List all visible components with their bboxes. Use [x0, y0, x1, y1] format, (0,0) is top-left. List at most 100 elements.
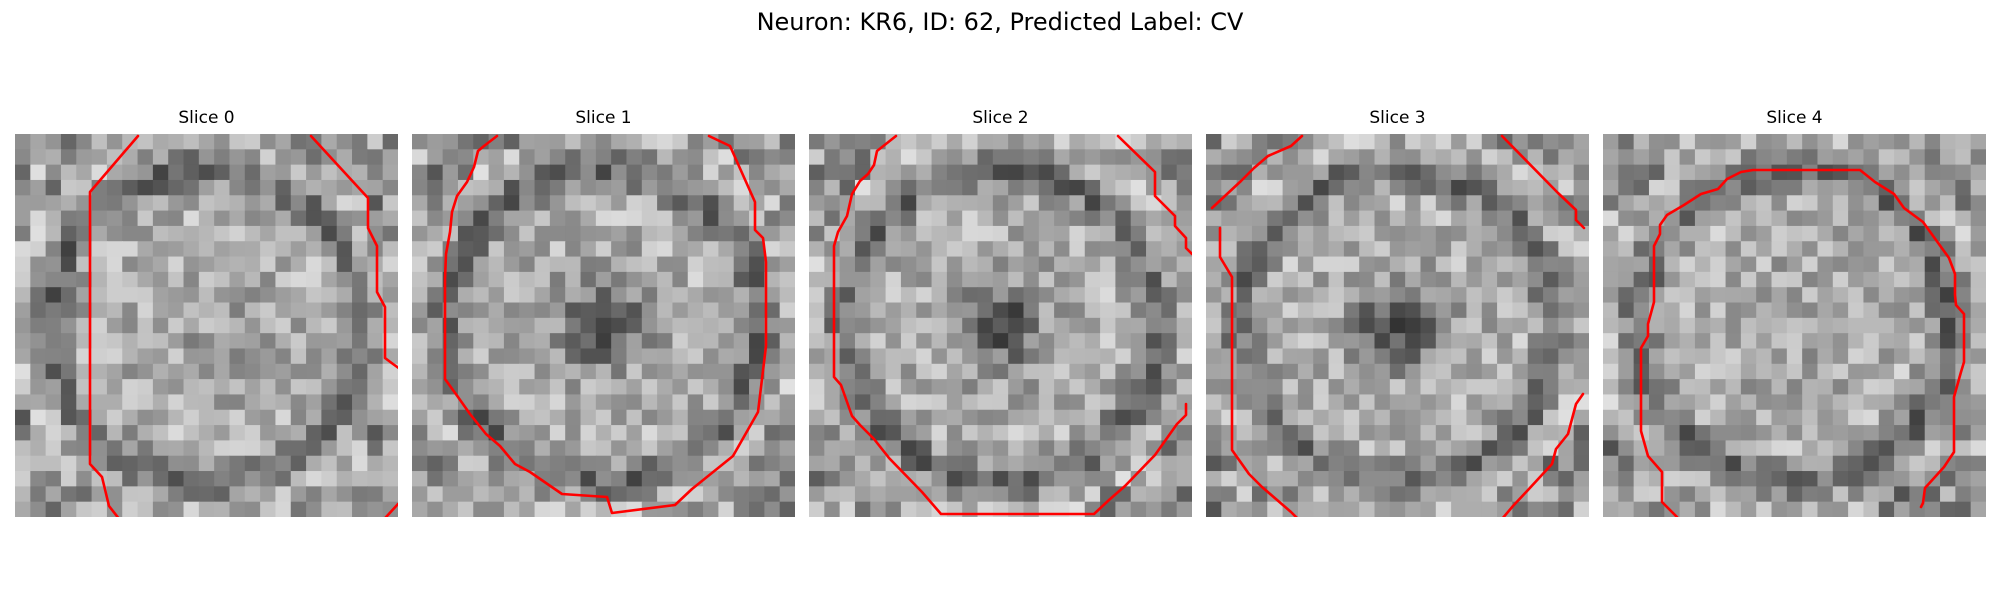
image-pixel	[76, 394, 93, 411]
image-pixel	[1100, 379, 1116, 396]
image-pixel	[382, 440, 398, 457]
image-pixel	[1894, 501, 1910, 517]
image-pixel	[1023, 271, 1040, 288]
image-pixel	[626, 317, 643, 334]
image-pixel	[687, 210, 704, 227]
image-pixel	[1389, 287, 1406, 304]
image-pixel	[824, 287, 841, 304]
image-pixel	[809, 271, 825, 288]
image-pixel	[977, 241, 994, 258]
image-pixel	[1451, 164, 1468, 181]
image-pixel	[534, 195, 551, 212]
image-pixel	[1389, 271, 1406, 288]
image-pixel	[870, 149, 887, 166]
image-pixel	[1251, 256, 1268, 273]
image-pixel	[1297, 256, 1314, 273]
image-pixel	[854, 379, 871, 396]
image-pixel	[565, 149, 582, 166]
image-pixel	[1725, 287, 1742, 304]
image-pixel	[854, 409, 871, 426]
image-pixel	[1084, 271, 1101, 288]
image-pixel	[503, 164, 520, 181]
image-pixel	[168, 394, 185, 411]
image-pixel	[152, 149, 169, 166]
image-pixel	[687, 379, 704, 396]
image-pixel	[122, 471, 139, 487]
image-pixel	[1543, 317, 1559, 334]
image-pixel	[30, 501, 47, 517]
image-pixel	[1573, 302, 1589, 319]
image-pixel	[1481, 287, 1498, 304]
image-pixel	[1848, 317, 1865, 334]
image-pixel	[1069, 256, 1086, 273]
image-pixel	[1786, 149, 1803, 166]
image-pixel	[91, 271, 108, 288]
image-pixel	[824, 363, 841, 380]
image-pixel	[15, 164, 31, 181]
image-pixel	[1771, 409, 1788, 426]
image-pixel	[30, 195, 47, 212]
image-pixel	[1161, 333, 1178, 350]
image-pixel	[1267, 287, 1284, 304]
image-pixel	[1543, 256, 1559, 273]
image-pixel	[1802, 241, 1819, 258]
image-pixel	[1740, 333, 1757, 350]
image-pixel	[839, 363, 856, 380]
image-pixel	[1405, 256, 1422, 273]
image-pixel	[1146, 425, 1162, 441]
image-pixel	[718, 225, 735, 242]
image-pixel	[336, 501, 353, 517]
image-pixel	[580, 241, 597, 258]
image-pixel	[168, 348, 185, 365]
image-pixel	[1603, 394, 1619, 411]
image-pixel	[672, 256, 689, 273]
image-pixel	[1894, 425, 1910, 441]
image-pixel	[1924, 425, 1941, 441]
image-pixel	[1343, 409, 1360, 426]
image-pixel	[1420, 363, 1437, 380]
image-pixel	[183, 455, 200, 472]
image-pixel	[352, 348, 368, 365]
image-pixel	[1694, 256, 1711, 273]
image-pixel	[1466, 363, 1483, 380]
image-pixel	[1451, 134, 1468, 150]
image-pixel	[580, 455, 597, 472]
image-pixel	[137, 195, 154, 212]
image-pixel	[1863, 134, 1880, 150]
image-pixel	[1236, 440, 1253, 457]
image-pixel	[1878, 333, 1895, 350]
image-pixel	[1756, 302, 1773, 319]
image-pixel	[1497, 195, 1513, 212]
image-pixel	[1008, 179, 1025, 196]
slice-image-1	[412, 134, 795, 517]
image-pixel	[1389, 164, 1406, 181]
image-pixel	[1343, 195, 1360, 212]
image-pixel	[198, 149, 215, 166]
image-pixel	[1924, 195, 1941, 212]
image-pixel	[1527, 302, 1544, 319]
image-pixel	[809, 195, 825, 212]
image-pixel	[183, 394, 200, 411]
image-pixel	[626, 210, 643, 227]
image-pixel	[275, 440, 292, 457]
image-pixel	[1359, 409, 1376, 426]
image-pixel	[549, 348, 566, 365]
image-pixel	[764, 440, 781, 457]
image-pixel	[1130, 486, 1147, 503]
image-pixel	[275, 379, 292, 396]
image-pixel	[1054, 409, 1071, 426]
image-pixel	[1940, 210, 1956, 227]
image-pixel	[214, 149, 231, 166]
image-pixel	[534, 256, 551, 273]
image-pixel	[839, 271, 856, 288]
image-pixel	[1236, 333, 1253, 350]
image-pixel	[1176, 210, 1192, 227]
image-pixel	[1558, 256, 1575, 273]
image-pixel	[764, 394, 781, 411]
image-pixel	[962, 486, 979, 503]
image-pixel	[1435, 333, 1452, 350]
image-pixel	[1817, 425, 1834, 441]
image-pixel	[1405, 287, 1422, 304]
image-pixel	[367, 394, 384, 411]
image-pixel	[870, 164, 887, 181]
